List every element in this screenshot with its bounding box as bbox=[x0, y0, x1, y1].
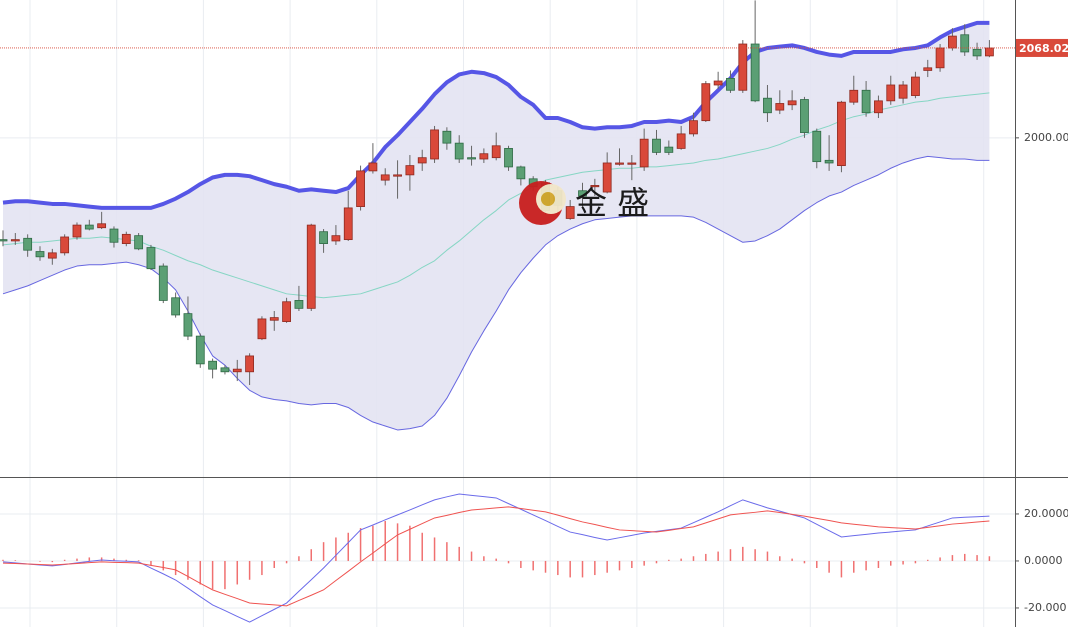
candle-body bbox=[590, 185, 600, 188]
candle-body bbox=[639, 138, 649, 168]
y-tick-label: 20.0000 bbox=[1024, 507, 1068, 520]
candle-body bbox=[689, 120, 698, 135]
candle-body bbox=[652, 138, 661, 153]
candle-body bbox=[701, 83, 711, 122]
candle-body bbox=[775, 103, 785, 111]
candle-body bbox=[10, 239, 20, 242]
candle-body bbox=[183, 313, 193, 337]
candle-body bbox=[380, 174, 390, 181]
candle-body bbox=[23, 237, 33, 251]
candle-body bbox=[294, 300, 304, 309]
candle-body bbox=[454, 142, 464, 160]
candle-body bbox=[479, 153, 489, 160]
candle-body bbox=[985, 47, 994, 57]
last-price-box bbox=[1015, 38, 1068, 57]
candle-body bbox=[837, 101, 846, 167]
candle-body bbox=[726, 77, 735, 91]
candle-body bbox=[220, 367, 230, 373]
candle-body bbox=[405, 165, 415, 176]
y-tick-label: 0.0000 bbox=[1024, 554, 1063, 567]
candle-body bbox=[713, 80, 723, 86]
candle-body bbox=[158, 265, 168, 301]
band-fill bbox=[3, 22, 990, 430]
watermark: 金 盛 bbox=[519, 181, 649, 225]
candle-body bbox=[516, 166, 526, 180]
candle-body bbox=[935, 47, 945, 69]
candle-body bbox=[800, 99, 809, 133]
candle-body bbox=[886, 84, 896, 102]
candle-body bbox=[245, 355, 255, 373]
candle-body bbox=[874, 100, 883, 114]
candle-body bbox=[750, 43, 760, 102]
candle-body bbox=[911, 76, 920, 96]
candle-body bbox=[35, 251, 45, 258]
candle-body bbox=[738, 43, 748, 91]
candle-body bbox=[368, 162, 378, 172]
candle-body bbox=[960, 34, 970, 53]
candle-body bbox=[578, 190, 587, 197]
candle-body bbox=[72, 224, 82, 238]
candle-body bbox=[417, 157, 427, 164]
macd-line bbox=[2, 506, 990, 607]
candle-body bbox=[269, 317, 279, 321]
candle-body bbox=[602, 162, 612, 193]
candle-body bbox=[195, 335, 205, 365]
candle-body bbox=[923, 67, 933, 71]
candle-body bbox=[0, 239, 8, 242]
candle-body bbox=[343, 207, 353, 241]
candle-body bbox=[134, 235, 144, 250]
candle-body bbox=[504, 148, 513, 168]
candle-body bbox=[972, 48, 982, 57]
candle-body bbox=[331, 235, 341, 242]
candle-body bbox=[208, 360, 218, 370]
candle-body bbox=[232, 368, 242, 373]
macd-line bbox=[2, 493, 990, 623]
candle-body bbox=[565, 206, 575, 219]
candle-body bbox=[491, 145, 501, 159]
candle-body bbox=[356, 170, 365, 207]
candle-body bbox=[812, 130, 822, 163]
watermark-text: 金 盛 bbox=[575, 184, 649, 222]
candle-body bbox=[467, 157, 476, 160]
candle-body bbox=[676, 133, 686, 149]
candle-body bbox=[319, 231, 328, 244]
candle-body bbox=[146, 247, 156, 270]
candle-body bbox=[121, 233, 131, 244]
candle-body bbox=[430, 129, 439, 160]
candle-body bbox=[60, 236, 70, 254]
band-line bbox=[2, 92, 990, 299]
candle-body bbox=[627, 162, 637, 165]
candle-body bbox=[393, 174, 402, 177]
candle-body bbox=[306, 224, 316, 309]
candle-body bbox=[84, 224, 94, 230]
candle-body bbox=[849, 89, 859, 103]
candle-body bbox=[898, 84, 908, 99]
logo-coin bbox=[541, 192, 555, 206]
y-tick-label: -20.000 bbox=[1024, 601, 1066, 614]
candle-body bbox=[109, 228, 119, 243]
candle-body bbox=[97, 223, 107, 229]
candle-body bbox=[442, 130, 452, 144]
y-tick-label: 2000.00 bbox=[1024, 131, 1068, 144]
candle-body bbox=[861, 89, 871, 114]
candle-body bbox=[948, 35, 957, 49]
band-line bbox=[2, 20, 990, 210]
candle-body bbox=[257, 318, 267, 340]
candle-body bbox=[824, 159, 834, 164]
candle-body bbox=[763, 97, 772, 114]
candle-body bbox=[47, 252, 57, 259]
candle-body bbox=[615, 162, 624, 165]
last-price-label: 2068.02 bbox=[1019, 42, 1068, 55]
candle-body bbox=[787, 100, 797, 106]
candle-body bbox=[171, 297, 181, 316]
candle-body bbox=[282, 301, 291, 322]
candle-body bbox=[664, 146, 674, 153]
